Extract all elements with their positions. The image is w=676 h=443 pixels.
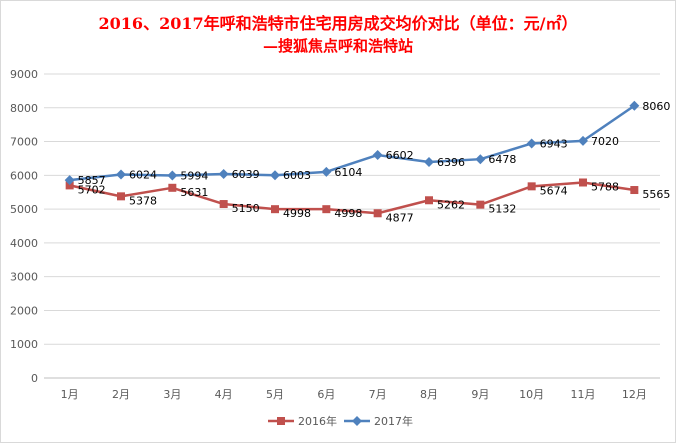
x-tick-label: 5月 [266, 388, 284, 401]
x-axis: 1月 2月 3月 4月 5月 6月 7月 8月 9月 10月 11月 12月 [61, 388, 647, 401]
data-point [372, 149, 383, 160]
data-point [167, 170, 178, 181]
data-label: 5378 [129, 194, 157, 207]
y-tick-label: 6000 [10, 169, 38, 182]
gridlines [44, 73, 660, 379]
data-label: 6024 [129, 169, 157, 182]
data-point [168, 183, 177, 192]
data-point [270, 170, 280, 181]
data-label: 5631 [180, 186, 208, 199]
x-tick-label: 3月 [163, 388, 181, 401]
x-tick-label: 7月 [369, 388, 387, 401]
y-tick-label: 7000 [10, 136, 38, 149]
data-label: 5565 [642, 188, 670, 201]
x-tick-label: 6月 [317, 388, 335, 401]
series-line [69, 104, 636, 182]
data-point [218, 169, 229, 180]
series-layer [64, 100, 640, 218]
data-point [578, 135, 588, 146]
data-label: 5702 [78, 183, 106, 196]
data-label: 6396 [437, 156, 465, 169]
y-tick-label: 1000 [10, 338, 38, 351]
x-tick-label: 2月 [112, 388, 130, 401]
data-point [527, 182, 536, 191]
data-label: 5994 [180, 170, 208, 183]
data-label: 8060 [642, 100, 670, 113]
data-label: 5132 [488, 203, 516, 216]
chart-subtitle: —搜狐焦点呼和浩特站 [262, 37, 413, 55]
y-tick-label: 9000 [10, 68, 38, 81]
data-point [271, 205, 279, 214]
data-point [476, 200, 485, 209]
x-tick-label: 11月 [571, 388, 596, 401]
x-tick-label: 4月 [215, 388, 233, 401]
y-tick-label: 2000 [10, 304, 38, 317]
legend: 2016年 2017年 [268, 414, 413, 428]
chart-title: 2016、2017年呼和浩特市住宅用房成交均价对比（单位：元/㎡） [98, 14, 578, 33]
legend-marker [277, 417, 285, 425]
y-tick-label: 8000 [10, 102, 38, 115]
x-tick-label: 9月 [471, 388, 489, 401]
data-point [475, 154, 486, 165]
legend-marker [352, 416, 362, 426]
data-labels: 5702 5378 5631 5150 4998 4998 4877 5262 5132 5674… [78, 100, 671, 225]
data-point [526, 138, 537, 149]
data-label: 4998 [334, 207, 362, 220]
data-point [117, 192, 125, 201]
data-point [116, 169, 126, 180]
x-tick-label: 8月 [420, 388, 438, 401]
data-label: 5857 [78, 174, 106, 187]
y-tick-label: 0 [31, 372, 38, 385]
data-point [425, 196, 433, 205]
x-tick-label: 1月 [61, 388, 79, 401]
data-label: 6104 [334, 166, 362, 179]
data-point [579, 178, 587, 187]
data-label: 4998 [283, 207, 311, 220]
y-axis: 0 1000 2000 3000 4000 5000 6000 7000 8000 9000 [10, 68, 38, 385]
data-label: 6943 [540, 137, 568, 150]
legend-label: 2016年 [298, 414, 337, 428]
data-point [65, 181, 74, 190]
data-point [630, 186, 639, 195]
x-tick-label: 12月 [622, 388, 647, 401]
data-point [321, 166, 332, 177]
data-point [322, 205, 331, 214]
y-tick-label: 3000 [10, 271, 38, 284]
data-label: 5788 [591, 180, 619, 193]
data-label: 6602 [386, 149, 414, 162]
data-point [373, 209, 382, 218]
data-label: 5150 [232, 202, 260, 215]
y-tick-label: 5000 [10, 203, 38, 216]
data-point [64, 175, 75, 186]
data-label: 5262 [437, 198, 465, 211]
data-point [424, 156, 434, 167]
series-line [69, 181, 635, 215]
y-tick-label: 4000 [10, 237, 38, 250]
data-label: 6039 [232, 168, 260, 181]
data-label: 5674 [540, 184, 568, 197]
data-label: 7020 [591, 135, 619, 148]
data-label: 4877 [386, 211, 414, 224]
data-point [219, 200, 228, 209]
data-point [629, 100, 640, 111]
data-label: 6478 [488, 153, 516, 166]
x-tick-label: 10月 [519, 388, 544, 401]
data-label: 6003 [283, 169, 311, 182]
legend-label: 2017年 [374, 414, 413, 428]
